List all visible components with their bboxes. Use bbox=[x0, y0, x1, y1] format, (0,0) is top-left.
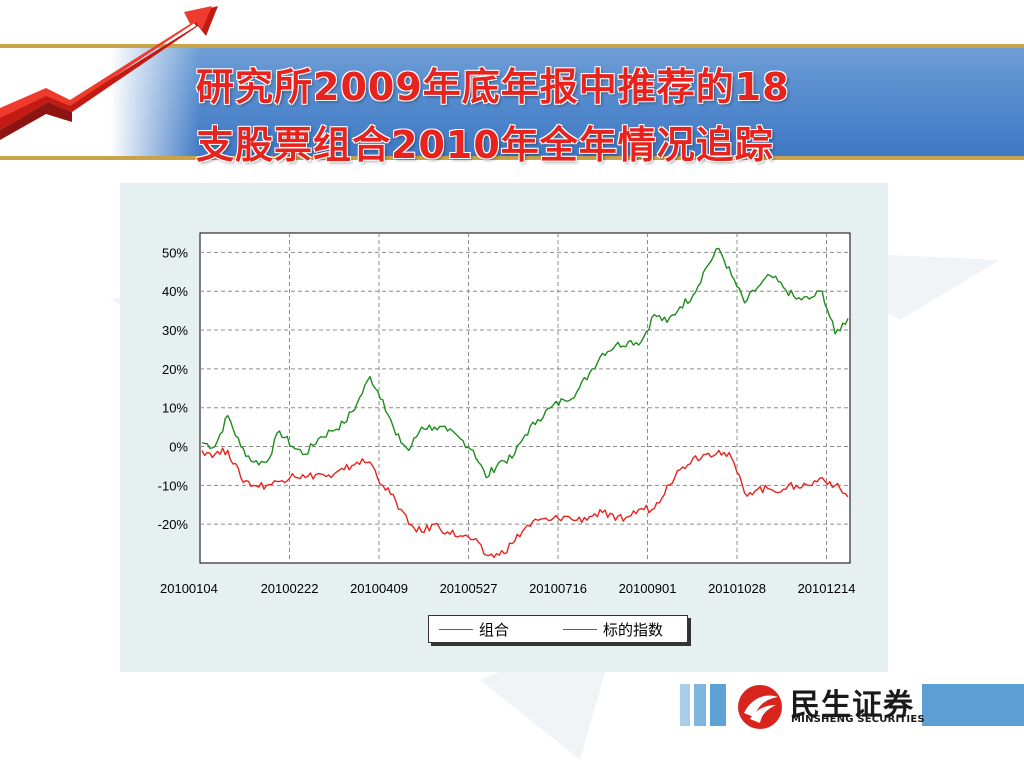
title-band bbox=[0, 44, 1024, 164]
legend-swatch-portfolio bbox=[439, 628, 473, 630]
x-tick-label: 20100409 bbox=[350, 581, 408, 596]
minsheng-logo-icon bbox=[738, 685, 782, 729]
series-line-portfolio bbox=[201, 247, 849, 479]
slide-title-line-1: 研究所2009年底年报中推荐的18 bbox=[196, 65, 790, 109]
series-line-index bbox=[201, 447, 849, 559]
legend-item-index: 标的指数 bbox=[563, 619, 663, 639]
logo-name-en: MINSHENG SECURITIES bbox=[791, 714, 925, 725]
legend-item-portfolio: 组合 bbox=[439, 619, 509, 639]
y-tick-label: 40% bbox=[162, 284, 188, 299]
x-tick-label: 20101028 bbox=[708, 581, 766, 596]
plot-area bbox=[199, 232, 851, 564]
legend-swatch-index bbox=[563, 628, 597, 630]
y-tick-label: -10% bbox=[158, 478, 189, 493]
legend-label-index: 标的指数 bbox=[603, 620, 664, 639]
y-tick-label: -20% bbox=[158, 517, 189, 532]
y-tick-label: 0% bbox=[169, 440, 188, 455]
y-tick-label: 20% bbox=[162, 362, 188, 377]
line-chart: 50% 40% 30% 20% 10% 0% -10% -20% 20100104 2010022… bbox=[158, 232, 856, 596]
x-tick-label: 20100901 bbox=[619, 581, 677, 596]
x-tick-label: 20100527 bbox=[440, 581, 498, 596]
chart-panel: 50% 40% 30% 20% 10% 0% -10% -20% 20100104 2010022… bbox=[120, 183, 888, 672]
chart-legend: 组合 标的指数 bbox=[428, 615, 688, 643]
x-tick-label: 20100104 bbox=[160, 581, 218, 596]
logo-bar bbox=[680, 684, 1024, 726]
y-tick-label: 50% bbox=[162, 245, 188, 260]
rising-arrow-icon bbox=[0, 6, 218, 140]
slide-title-line-2: 支股票组合2010年全年情况追踪 bbox=[196, 123, 774, 167]
y-tick-label: 10% bbox=[162, 401, 188, 416]
x-tick-label: 20100716 bbox=[529, 581, 587, 596]
x-tick-label: 20101214 bbox=[798, 581, 856, 596]
legend-label-portfolio: 组合 bbox=[479, 620, 510, 639]
logo-name-cn: 民生证券 bbox=[790, 688, 914, 723]
y-tick-label: 30% bbox=[162, 323, 188, 338]
x-tick-label: 20100222 bbox=[261, 581, 319, 596]
